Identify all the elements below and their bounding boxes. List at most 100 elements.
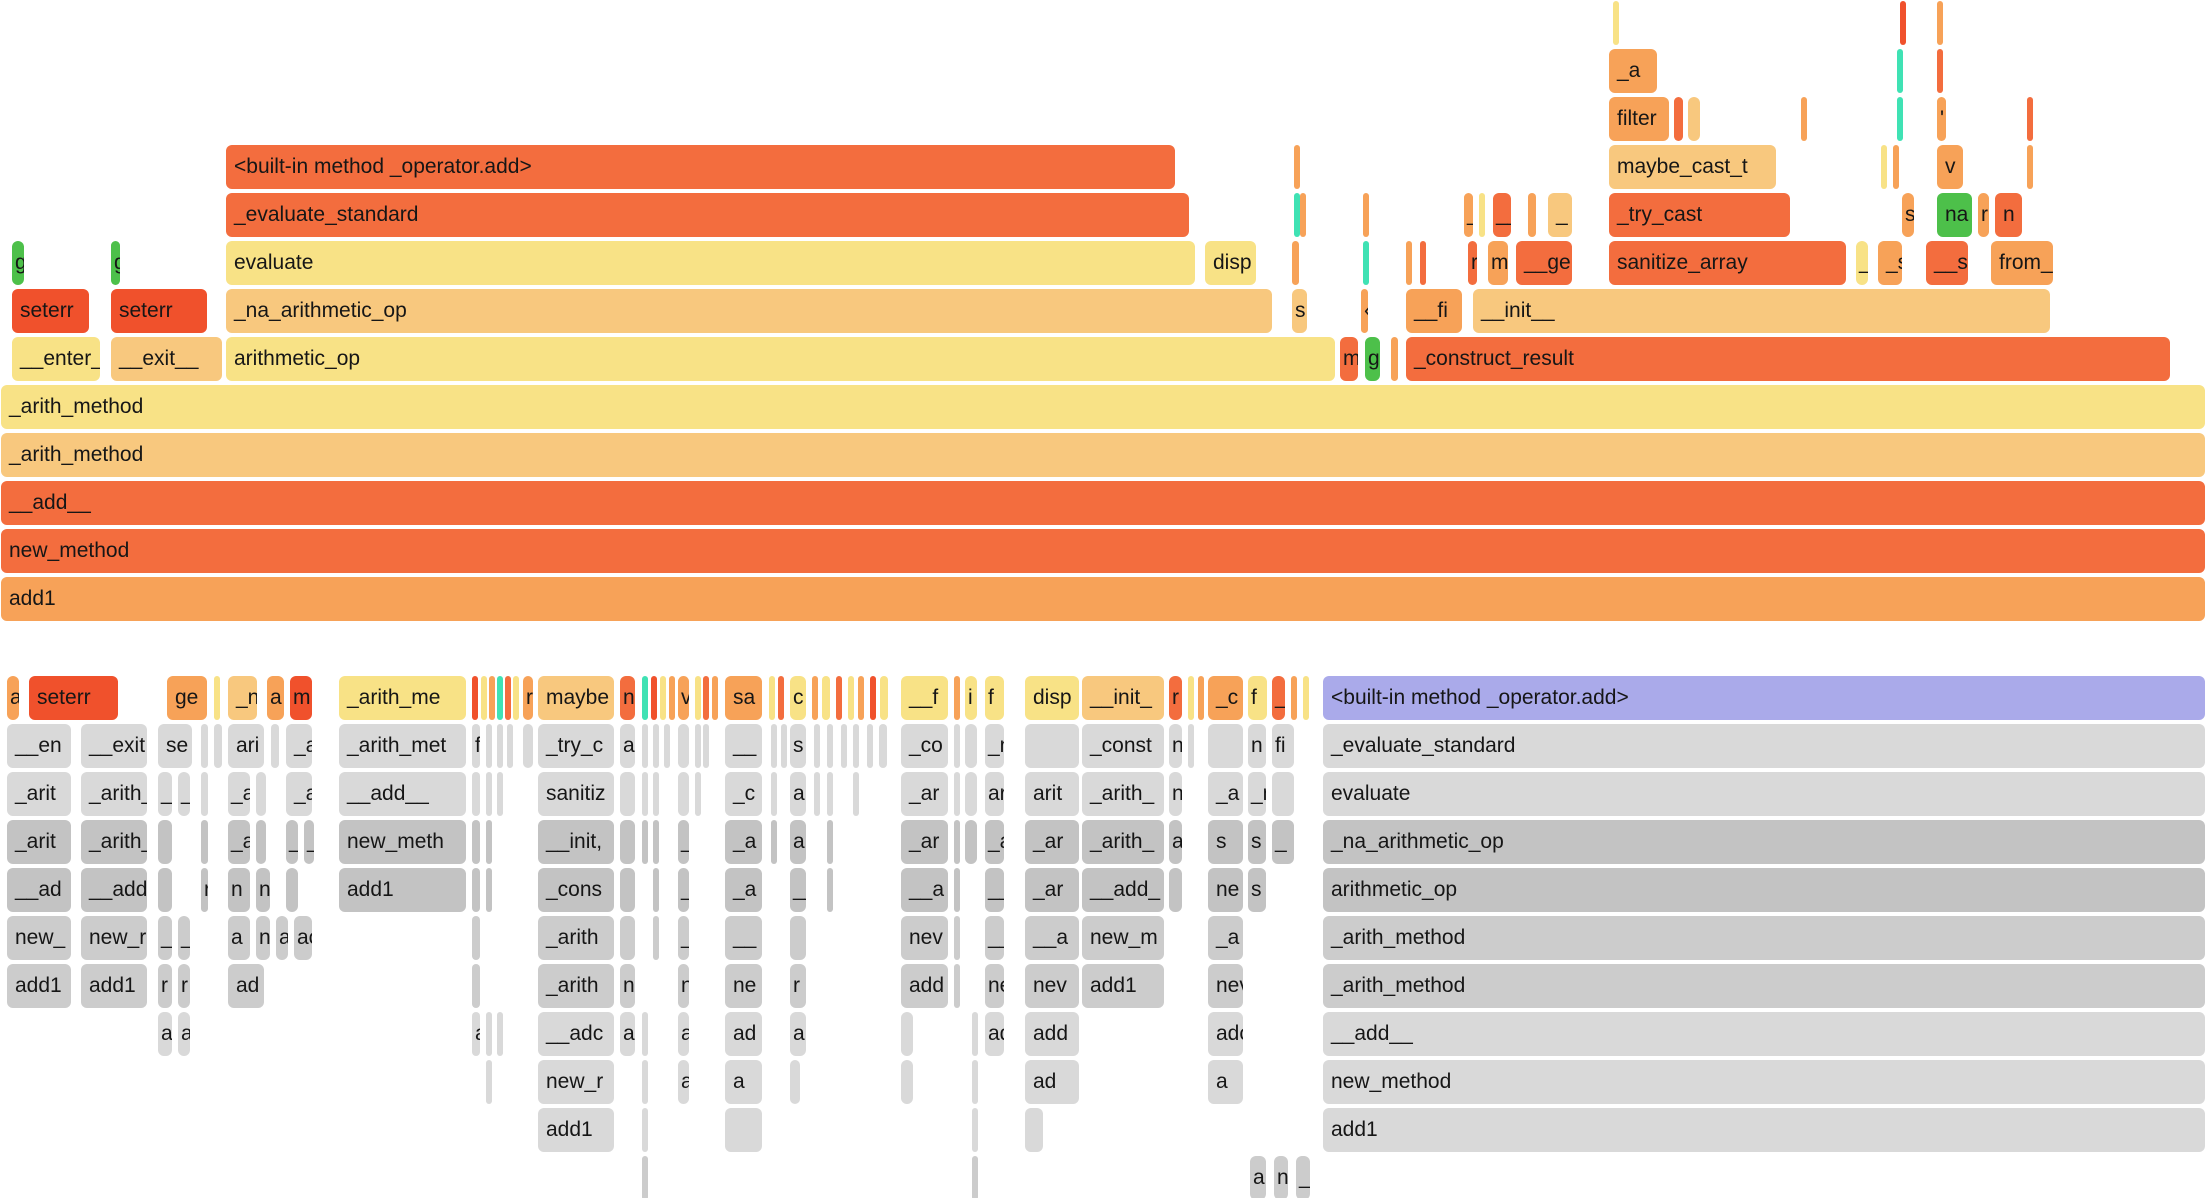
flame-frame[interactable]: __se xyxy=(1926,241,1968,285)
flame-frame[interactable]: __add__ xyxy=(339,772,466,816)
flame-frame[interactable] xyxy=(505,676,511,720)
flame-frame[interactable] xyxy=(486,772,492,816)
flame-frame[interactable]: evaluate xyxy=(1323,772,2205,816)
flame-frame[interactable] xyxy=(848,676,854,720)
flame-frame[interactable] xyxy=(669,676,675,720)
flame-frame[interactable] xyxy=(1294,145,1300,189)
flame-frame[interactable]: s xyxy=(1248,868,1266,912)
flame-frame[interactable] xyxy=(1613,1,1619,45)
flame-frame[interactable]: s xyxy=(1248,820,1266,864)
flame-frame[interactable]: new_method xyxy=(1323,1060,2205,1104)
flame-frame[interactable]: _arith xyxy=(538,916,614,960)
flame-frame[interactable] xyxy=(642,724,648,768)
flame-frame[interactable]: __init__ xyxy=(1473,289,2050,333)
flame-frame[interactable] xyxy=(1300,193,1306,237)
flame-frame[interactable] xyxy=(1188,724,1194,768)
flame-frame[interactable]: new_ xyxy=(7,916,71,960)
flame-frame[interactable] xyxy=(1688,97,1700,141)
flame-frame[interactable]: a xyxy=(790,772,806,816)
flame-frame[interactable] xyxy=(653,724,659,768)
flame-frame[interactable] xyxy=(972,1060,978,1104)
flame-frame[interactable]: ne xyxy=(985,964,1004,1008)
flame-frame[interactable]: n xyxy=(1169,772,1182,816)
flame-frame[interactable]: arit xyxy=(1025,772,1079,816)
flame-frame[interactable]: g xyxy=(111,241,120,285)
flame-frame[interactable]: g xyxy=(1365,337,1380,381)
flame-frame[interactable]: _arith_ xyxy=(81,772,147,816)
flame-frame[interactable]: ac xyxy=(294,916,312,960)
flame-frame[interactable]: _const xyxy=(1082,724,1164,768)
flame-frame[interactable] xyxy=(954,772,960,816)
flame-frame[interactable] xyxy=(481,676,487,720)
flame-frame[interactable]: _evaluate_standard xyxy=(1323,724,2205,768)
flame-frame[interactable] xyxy=(712,676,718,720)
flame-frame[interactable]: __ xyxy=(725,724,762,768)
flame-frame[interactable] xyxy=(954,868,960,912)
flame-frame[interactable] xyxy=(812,676,818,720)
flame-frame[interactable] xyxy=(827,724,833,768)
flame-frame[interactable] xyxy=(703,724,709,768)
flame-frame[interactable]: _a xyxy=(1208,772,1243,816)
flame-frame[interactable]: _na_arithmetic_op xyxy=(226,289,1272,333)
flame-frame[interactable]: a xyxy=(678,1060,689,1104)
flame-frame[interactable]: add1 xyxy=(1082,964,1164,1008)
flame-frame[interactable]: _try_cast xyxy=(1609,193,1790,237)
flame-frame[interactable] xyxy=(781,724,787,768)
flame-frame[interactable] xyxy=(853,724,859,768)
flame-frame[interactable] xyxy=(486,820,492,864)
flame-frame[interactable]: n xyxy=(1169,724,1182,768)
flame-frame[interactable]: _a xyxy=(1609,49,1657,93)
flame-frame[interactable] xyxy=(653,868,659,912)
flame-frame[interactable] xyxy=(1881,145,1887,189)
flame-frame[interactable]: n xyxy=(620,676,635,720)
flame-frame[interactable]: __init, xyxy=(538,820,614,864)
flame-frame[interactable]: __ xyxy=(678,916,689,960)
flame-frame[interactable] xyxy=(790,916,806,960)
flame-frame[interactable] xyxy=(901,1012,913,1056)
flame-frame[interactable]: _a xyxy=(678,868,689,912)
flame-frame[interactable] xyxy=(472,916,480,960)
flame-frame[interactable]: ad xyxy=(228,964,264,1008)
flame-frame[interactable] xyxy=(858,676,864,720)
flame-frame[interactable] xyxy=(256,820,266,864)
flame-frame[interactable]: add1 xyxy=(538,1108,614,1152)
flame-frame[interactable]: n xyxy=(1274,1156,1288,1198)
flame-frame[interactable]: new_method xyxy=(1,529,2205,573)
flame-frame[interactable]: _arith_method xyxy=(1323,916,2205,960)
flame-frame[interactable] xyxy=(1188,676,1194,720)
flame-frame[interactable]: nev xyxy=(1208,964,1243,1008)
flame-frame[interactable] xyxy=(1937,49,1943,93)
flame-frame[interactable]: _ xyxy=(1272,820,1294,864)
flame-frame[interactable]: _s xyxy=(1878,241,1902,285)
flame-frame[interactable] xyxy=(1292,241,1299,285)
flame-frame[interactable] xyxy=(954,820,960,864)
flame-frame[interactable] xyxy=(1420,241,1426,285)
flame-frame[interactable]: _ xyxy=(1548,193,1572,237)
flame-frame[interactable]: _ xyxy=(1464,193,1473,237)
flame-frame[interactable] xyxy=(472,868,480,912)
flame-frame[interactable] xyxy=(201,724,208,768)
flame-frame[interactable]: __add xyxy=(81,868,147,912)
flame-frame[interactable]: a xyxy=(7,676,19,720)
flame-frame[interactable]: new_r xyxy=(81,916,147,960)
flame-frame[interactable]: sanitiz xyxy=(538,772,614,816)
flame-frame[interactable] xyxy=(1272,772,1294,816)
flame-frame[interactable] xyxy=(651,676,657,720)
flame-frame[interactable] xyxy=(870,676,876,720)
flame-frame[interactable] xyxy=(620,820,635,864)
flame-frame[interactable]: _arith_met xyxy=(339,724,466,768)
flame-frame[interactable]: _arith_ xyxy=(1082,820,1164,864)
flame-frame[interactable] xyxy=(879,724,887,768)
flame-frame[interactable] xyxy=(642,772,648,816)
flame-frame[interactable] xyxy=(853,772,859,816)
flame-frame[interactable] xyxy=(1294,193,1300,237)
flame-frame[interactable] xyxy=(158,868,172,912)
flame-frame[interactable]: s xyxy=(1902,193,1914,237)
flame-frame[interactable]: m xyxy=(1340,337,1358,381)
flame-frame[interactable] xyxy=(489,676,495,720)
flame-frame[interactable]: __ xyxy=(1493,193,1511,237)
flame-frame[interactable]: n xyxy=(1995,193,2022,237)
flame-frame[interactable] xyxy=(642,1012,648,1056)
flame-frame[interactable]: _ xyxy=(158,916,172,960)
flame-frame[interactable]: seterr xyxy=(111,289,207,333)
